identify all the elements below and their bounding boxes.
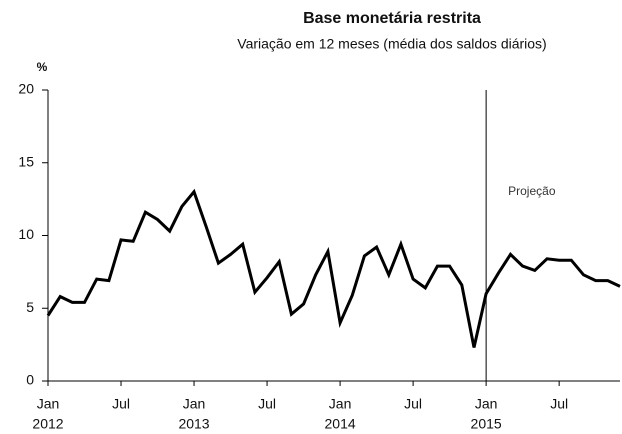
x-year-label: 2012 — [32, 416, 63, 432]
data-line — [46, 188, 621, 348]
x-tick-label: Jul — [404, 396, 422, 412]
chart-subtitle: Variação em 12 meses (média dos saldos d… — [237, 36, 546, 52]
y-tick-label: 5 — [26, 299, 34, 315]
x-year-label: 2013 — [178, 416, 209, 432]
x-year-label: 2014 — [325, 416, 356, 432]
x-tick-label: Jan — [475, 396, 498, 412]
y-axis-label: % — [37, 60, 48, 74]
annotation: Projeção — [508, 184, 556, 198]
y-tick-label: 0 — [26, 372, 34, 388]
chart-title: Base monetária restrita — [303, 10, 481, 27]
y-tick-label: 15 — [18, 153, 34, 169]
x-tick-label: Jul — [550, 396, 568, 412]
x-tick-label: Jul — [258, 396, 276, 412]
x-tick-label: Jan — [37, 396, 60, 412]
y-tick-label: 10 — [18, 226, 34, 242]
x-tick-label: Jan — [329, 396, 352, 412]
x-tick-label: Jul — [112, 396, 130, 412]
x-year-label: 2015 — [471, 416, 502, 432]
y-tick-label: 20 — [18, 81, 34, 97]
x-tick-label: Jan — [183, 396, 206, 412]
